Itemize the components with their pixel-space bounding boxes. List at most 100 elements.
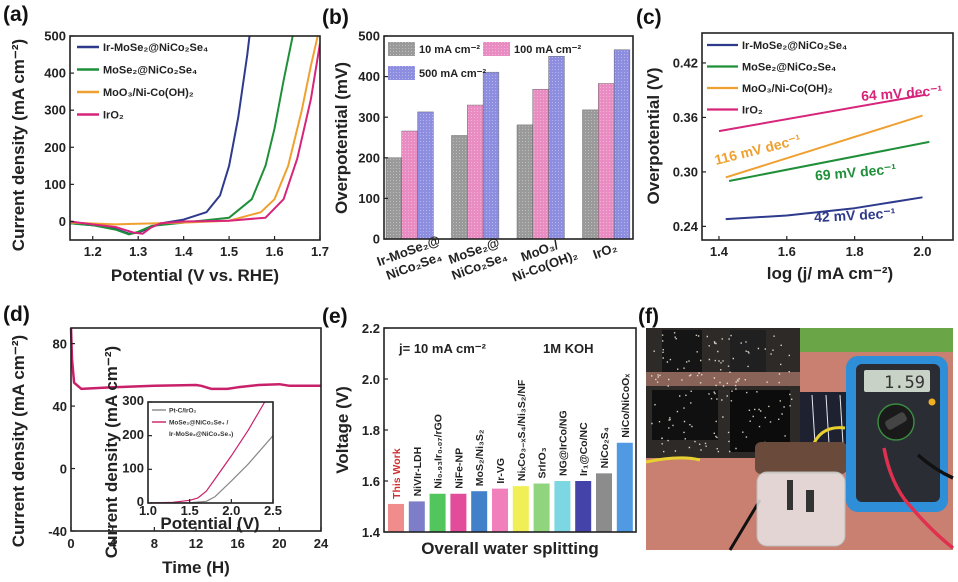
- bar: [482, 71, 500, 240]
- category-label: Ir-MoSe₂@NiCo₂Se₄: [375, 232, 444, 282]
- legend-label: MoSe₂@NiCo₂Se₄: [742, 62, 836, 74]
- series-line-0: [725, 196, 923, 221]
- y-tick-label: 200: [44, 140, 66, 155]
- category-label: IrO₂: [591, 239, 619, 262]
- y-axis-label: Current density (mA cm⁻²): [9, 39, 28, 251]
- black-probe-lead: [916, 453, 954, 480]
- jar-electrode: [806, 490, 814, 512]
- y-tick-label: 80: [53, 337, 67, 352]
- x-tick-label: 8: [151, 536, 158, 551]
- bar: [533, 483, 550, 532]
- series-line-3: [70, 43, 320, 235]
- black-wire: [728, 499, 762, 551]
- annotation-electrolyte: 1M KOH: [543, 341, 594, 356]
- category-label: MoO₃/Ni-Co(OH)₂: [510, 237, 580, 285]
- bar: [548, 56, 565, 240]
- bar: [554, 481, 571, 532]
- legend-label: MoO₃/Ni-Co(OH)₂: [742, 83, 833, 95]
- y-tick-label: 0.24: [673, 219, 699, 234]
- y-tick-label: 300: [122, 393, 144, 408]
- y-tick-label: 40: [53, 399, 67, 414]
- bar: [408, 501, 425, 532]
- bar-label: NiCo₂S₄: [599, 427, 611, 468]
- multimeter-display: [864, 370, 930, 392]
- jar-body: [756, 471, 846, 547]
- category-label: MoSe₂@NiCo₂Se₄: [446, 235, 509, 283]
- y-tick-label: 0: [373, 232, 380, 247]
- legend-label: MoSe₂@NiCo₂Se₄: [103, 65, 197, 77]
- plot-frame: [701, 32, 954, 241]
- y-tick-label: 400: [358, 69, 380, 84]
- panel-label: (d): [3, 303, 30, 326]
- x-tick-label: 1.6: [778, 244, 796, 259]
- x-tick-label: 24: [314, 536, 329, 551]
- y-tick-label: 100: [44, 177, 66, 192]
- series-line-0: [69, 327, 321, 391]
- jar-electrode: [787, 480, 793, 510]
- y-tick-label: 100: [358, 191, 380, 206]
- x-axis-label: Time (H): [162, 558, 230, 577]
- y-axis-label: Voltage (V): [333, 386, 352, 474]
- slope-label: 116 mV dec⁻¹: [713, 131, 803, 168]
- y-tick-label: 0.30: [673, 164, 698, 179]
- x-tick-label: 16: [230, 536, 244, 551]
- bar: [512, 486, 529, 532]
- plot-frame: [69, 35, 321, 241]
- bar: [451, 135, 468, 240]
- x-tick-label: 1.5: [220, 244, 238, 259]
- legend-swatch: [388, 66, 415, 80]
- series-line-3: [718, 93, 927, 133]
- water-surface: [646, 372, 800, 386]
- x-tick-label: 1.4: [710, 244, 729, 259]
- legend-label: MoSe₂@NiCo₂Se₄ /: [169, 420, 228, 427]
- legend-label: Ir-MoSe₂@NiCo₂Se₄: [742, 40, 847, 52]
- x-tick-label: 20: [272, 536, 286, 551]
- x-tick-label: 1.4: [175, 244, 194, 259]
- x-tick-label: 1.5: [181, 503, 199, 518]
- x-tick-label: 1.0: [139, 503, 157, 518]
- bar: [598, 83, 615, 240]
- x-axis-label: Overall water splitting: [421, 539, 599, 558]
- legend-label: MoO₃/Ni-Co(OH)₂: [103, 87, 194, 99]
- bar-label: Ni₀.₉₃Ir₀.₀₇/rGO: [433, 414, 445, 489]
- bar-label: NG@IrCo/NG: [557, 410, 569, 476]
- x-axis-label: Potential (V): [160, 514, 259, 533]
- y-tick-label: -40: [48, 524, 67, 539]
- bar-label: Ir₁@Co/NC: [578, 422, 590, 476]
- x-tick-label: 1.2: [84, 244, 102, 259]
- x-axis-label: Potential (V vs. RHE): [111, 266, 279, 285]
- series-line-2: [70, 36, 319, 226]
- y-tick-label: 0.42: [673, 56, 698, 71]
- legend-label-line2: Ir-MoSe₂@NiCo₂Se₄): [169, 431, 233, 438]
- bar: [417, 111, 434, 240]
- bar: [516, 124, 534, 240]
- y-tick-label: 0.36: [673, 110, 698, 125]
- x-tick-label: 2.0: [222, 503, 240, 518]
- bar: [492, 488, 508, 532]
- plot-frame: [147, 401, 274, 504]
- panel-label: (e): [322, 305, 348, 328]
- x-tick-label: 1.8: [846, 244, 864, 259]
- electrode-underwater: [652, 390, 718, 440]
- gas-bubbles: [651, 332, 793, 453]
- multimeter-reading: 1.59: [884, 373, 925, 393]
- bar: [616, 442, 633, 532]
- bar: [385, 157, 403, 240]
- bar: [401, 130, 418, 240]
- grass-background: [800, 328, 953, 352]
- bar-label: NiₓCo₃₋ₓS₄/Ni₃S₂/NF: [516, 379, 528, 481]
- bar-label: SrIrO₃: [537, 447, 549, 478]
- legend-swatch: [483, 42, 510, 56]
- legend-label: Pt-C/IrO₂: [169, 408, 197, 415]
- y-tick-label: 500: [44, 29, 66, 44]
- legend-label: 500 mA cm⁻²: [419, 68, 486, 80]
- y-tick-label: 400: [44, 66, 66, 81]
- panel-c: (c) 0.24 0.30 0.36 0.42 1.4 1.6 1.8 2.0 Overpoten…: [636, 6, 954, 283]
- y-tick-label: 300: [44, 103, 66, 118]
- slope-label: 69 mV dec⁻¹: [814, 160, 897, 183]
- plot-area: [70, 36, 320, 236]
- dial-knob: [885, 412, 907, 430]
- panel-a: (a) 0 100 200 300 400 500 1.2 1.3 1.4 1.5 1.6 1.7 Cur…: [3, 3, 329, 285]
- panel-b: (b) Ir-MoSe₂@NiCo₂Se₄ MoSe₂@NiCo₂Se₄ MoO₃/N…: [322, 6, 634, 285]
- panel-f-photo: (f) 1.59: [638, 305, 955, 551]
